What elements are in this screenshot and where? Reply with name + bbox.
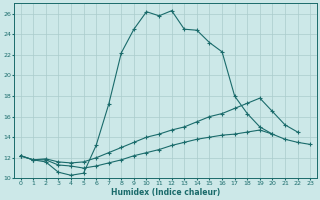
X-axis label: Humidex (Indice chaleur): Humidex (Indice chaleur) bbox=[111, 188, 220, 197]
